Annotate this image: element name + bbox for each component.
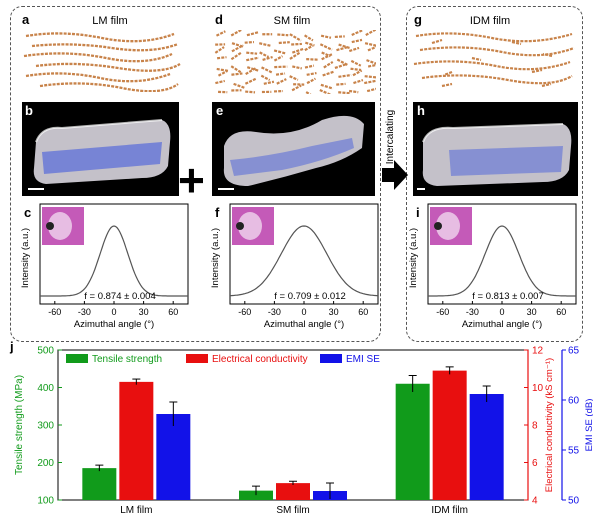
x-tick-label: 60 — [168, 307, 178, 317]
y-left-tick-label: 400 — [37, 383, 54, 394]
y-right1-tick-label: 8 — [532, 421, 538, 432]
y-axis-label: Intensity (a.u.) — [20, 228, 31, 288]
y-axis-label: Intensity (a.u.) — [408, 228, 419, 288]
y-right1-tick-label: 6 — [532, 458, 538, 469]
y-left-axis-label: Tensile strength (MPa) — [14, 375, 25, 475]
bar — [82, 468, 117, 500]
y-right2-tick-label: 55 — [568, 446, 580, 457]
bar — [432, 370, 467, 500]
intercalating-label: Intercalating — [385, 109, 396, 165]
right-arrow-icon — [382, 160, 408, 190]
legend-label: EMI SE — [346, 354, 380, 365]
sm-film-render-image — [218, 115, 364, 190]
panel-label-e: e — [216, 103, 224, 118]
panel-label-b: b — [25, 103, 33, 118]
legend-label: Electrical conductivity — [212, 354, 308, 365]
idm-film-render-image — [417, 123, 572, 190]
y-axis-label: Intensity (a.u.) — [210, 228, 221, 288]
waxs-ring — [238, 212, 262, 240]
lm-fiber-schematic — [23, 32, 181, 92]
render-idm-film — [413, 102, 578, 196]
y-right2-tick-label: 60 — [568, 396, 580, 407]
orientation-factor-label: f = 0.709 ± 0.012 — [274, 291, 346, 302]
x-tick-label: -30 — [78, 307, 91, 317]
legend-swatch — [186, 354, 208, 363]
lm-film-render-image — [28, 119, 171, 190]
x-tick-label: 0 — [499, 307, 504, 317]
x-tick-label: 60 — [358, 307, 368, 317]
y-right2-tick-label: 50 — [568, 496, 580, 507]
render-sm-film — [212, 102, 375, 196]
panel-label-j: j — [10, 339, 14, 354]
x-tick-label: -30 — [268, 307, 281, 317]
x-tick-label: 0 — [301, 307, 306, 317]
panel-title-sm: SM film — [273, 15, 311, 27]
profile-plot-f: -60 -30 0 30 60 Azimuthal angle (°) Intensity … — [208, 200, 383, 336]
panel-label-c: c — [24, 205, 32, 220]
orientation-profile-curve — [229, 225, 379, 297]
idm-fiber-schematic — [413, 32, 575, 88]
bar — [395, 383, 430, 500]
orientation-factor-label: f = 0.813 ± 0.007 — [472, 291, 544, 302]
x-axis-label: Azimuthal angle (°) — [74, 319, 154, 330]
panel-label-g: g — [414, 12, 422, 27]
x-tick-label: -30 — [466, 307, 479, 317]
plus-icon: + — [178, 154, 205, 206]
sm-fiber-schematic — [214, 30, 376, 94]
orientation-profile-curve — [428, 225, 576, 297]
x-tick-label: -60 — [238, 307, 251, 317]
profile-plot-c: -60 -30 0 30 60 Azimuthal angle (°) Intensity … — [18, 200, 193, 336]
y-right2-tick-label: 65 — [568, 346, 580, 357]
y-right1-axis-label: Electrical conductivity (kS cm⁻¹) — [544, 358, 555, 492]
x-tick-label: 30 — [527, 307, 537, 317]
legend-swatch — [66, 354, 88, 363]
waxs-ring — [48, 212, 72, 240]
panel-label-h: h — [417, 103, 425, 118]
legend-swatch — [320, 354, 342, 363]
panel-label-a: a — [22, 12, 30, 27]
waxs-ring — [436, 212, 460, 240]
panel-label-d: d — [215, 12, 223, 27]
panel-label-f: f — [215, 205, 220, 220]
orientation-factor-label: f = 0.874 ± 0.004 — [84, 291, 156, 302]
waxs-beamstop — [236, 222, 244, 230]
bar — [156, 414, 191, 500]
panel-title-lm: LM film — [92, 15, 128, 27]
x-axis-label: Azimuthal angle (°) — [462, 319, 542, 330]
x-tick-label: 30 — [139, 307, 149, 317]
y-left-tick-label: 500 — [37, 346, 54, 357]
y-right1-tick-label: 10 — [532, 383, 544, 394]
waxs-beamstop — [434, 222, 442, 230]
y-left-tick-label: 100 — [37, 496, 54, 507]
panel-title-idm: IDM film — [469, 15, 511, 27]
x-tick-label: 60 — [556, 307, 566, 317]
y-right2-axis-label: EMI SE (dB) — [584, 399, 593, 452]
x-tick-label: 0 — [111, 307, 116, 317]
bar-chart-j: 100 200 300 400 500 Tensile strength (MPa) 4 6 8… — [8, 340, 595, 517]
waxs-beamstop — [46, 222, 54, 230]
bar — [239, 490, 273, 500]
x-category-label: LM film — [120, 505, 152, 516]
y-right1-tick-label: 4 — [532, 496, 538, 507]
y-right1-tick-label: 12 — [532, 346, 544, 357]
x-category-label: SM film — [276, 505, 309, 516]
legend-label: Tensile strength — [92, 354, 162, 365]
orientation-profile-curve — [40, 225, 188, 297]
profile-plot-i: -60 -30 0 30 60 Azimuthal angle (°) Intensity … — [406, 200, 581, 336]
x-tick-label: -60 — [48, 307, 61, 317]
x-tick-label: 30 — [329, 307, 339, 317]
bar — [119, 381, 154, 500]
panel-label-i: i — [416, 205, 420, 220]
y-left-tick-label: 300 — [37, 421, 54, 432]
x-category-label: IDM film — [431, 505, 468, 516]
bar — [469, 394, 504, 500]
render-lm-film — [22, 102, 179, 196]
x-tick-label: -60 — [436, 307, 449, 317]
y-left-tick-label: 200 — [37, 458, 54, 469]
group-box-lm-sm — [10, 6, 381, 342]
bar — [276, 483, 310, 500]
x-axis-label: Azimuthal angle (°) — [264, 319, 344, 330]
